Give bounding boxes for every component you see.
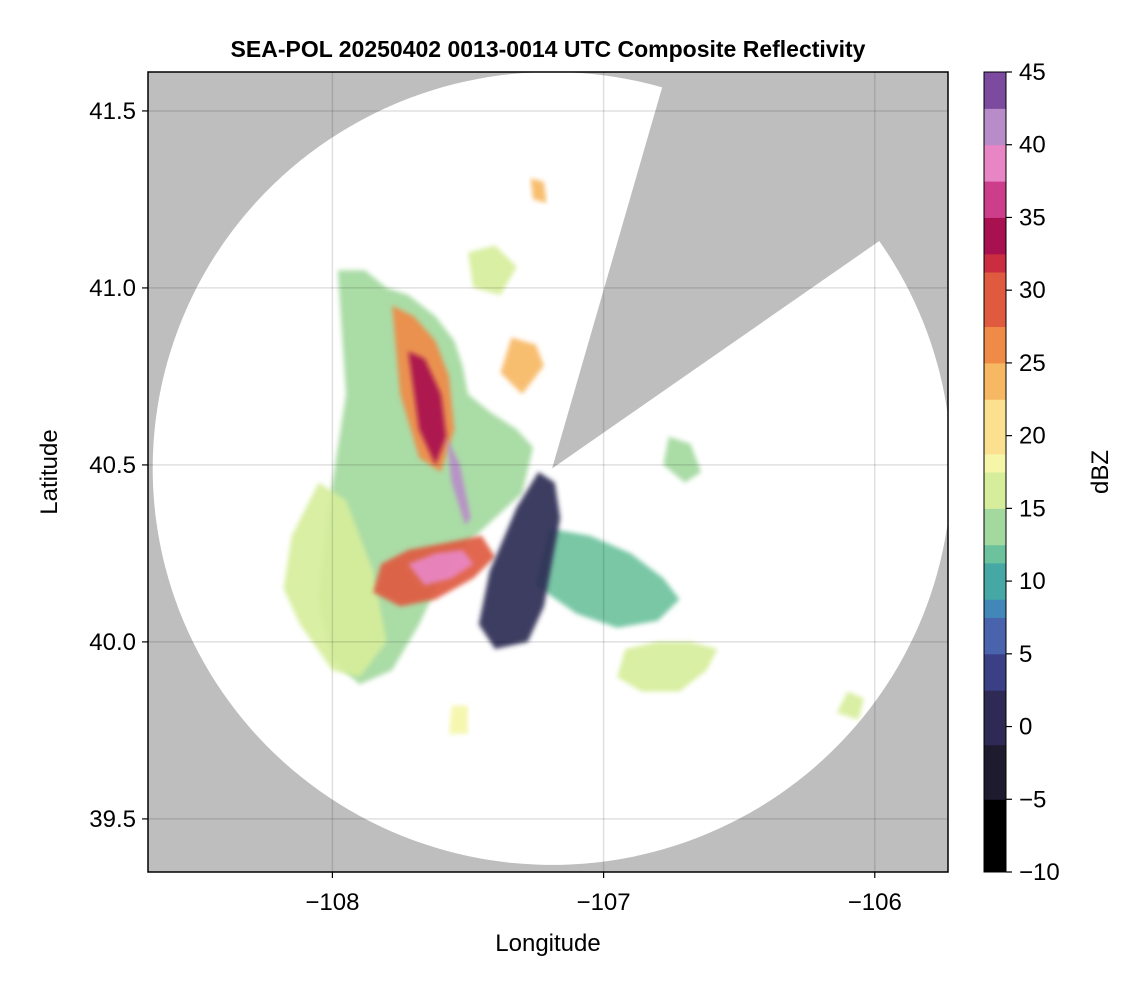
colorbar-tick-label: −10	[1019, 859, 1060, 886]
colorbar-segment	[984, 817, 1006, 837]
echo-far-southeast-cell	[836, 691, 864, 720]
colorbar-segment	[984, 635, 1006, 655]
colorbar-segment	[984, 381, 1006, 400]
colorbar-segment	[984, 653, 1006, 673]
colorbar-segment	[984, 399, 1006, 418]
echo-magenta-streak	[446, 436, 471, 526]
colorbar-tick-label: 40	[1019, 132, 1046, 159]
y-axis-ticks: 39.5 40.0 40.5 41.0 41.5	[89, 98, 148, 833]
colorbar-tick-label: 35	[1019, 204, 1046, 231]
y-tick-label: 41.0	[89, 275, 136, 302]
colorbar-label: dBZ	[1087, 450, 1114, 494]
colorbar-segment	[984, 162, 1006, 182]
colorbar-segment	[984, 599, 1006, 618]
echo-east-cell	[663, 436, 702, 483]
colorbar-segment	[984, 490, 1006, 509]
colorbar	[984, 72, 1006, 873]
colorbar-tick-label: 15	[1019, 495, 1046, 522]
colorbar-segment	[984, 72, 1006, 91]
colorbar-segment	[984, 344, 1006, 364]
colorbar-segment	[984, 672, 1006, 691]
echo-south-cell	[449, 705, 468, 734]
echo-west-lobe	[283, 482, 387, 678]
colorbar-segment	[984, 308, 1006, 328]
x-tick-label: −108	[305, 889, 359, 916]
echo-southeast-cluster	[617, 641, 718, 692]
colorbar-segment	[984, 126, 1006, 146]
echo-north-cell-3	[530, 178, 547, 203]
colorbar-segment	[984, 853, 1006, 873]
echo-southeast-sector	[535, 528, 680, 628]
colorbar-segment	[984, 362, 1006, 382]
colorbar-segment	[984, 290, 1006, 309]
colorbar-frame	[983, 71, 1007, 873]
colorbar-segment	[984, 799, 1006, 818]
colorbar-segment	[984, 199, 1006, 218]
colorbar-segment	[984, 435, 1006, 455]
y-tick-label: 40.0	[89, 629, 136, 656]
colorbar-segment	[984, 544, 1006, 564]
grid-lines	[148, 72, 948, 872]
colorbar-segment	[984, 726, 1006, 746]
x-axis-ticks: −108 −107 −106	[305, 872, 902, 916]
colorbar-segment	[984, 235, 1006, 255]
colorbar-segment	[984, 562, 1006, 582]
colorbar-segment	[984, 90, 1006, 109]
colorbar-segment	[984, 744, 1006, 764]
echo-north-cell-1	[500, 337, 544, 395]
colorbar-tick-label: 5	[1019, 641, 1032, 668]
colorbar-tick-label: 30	[1019, 277, 1046, 304]
y-axis-label: Latitude	[36, 429, 63, 514]
y-tick-label: 40.5	[89, 452, 136, 479]
x-tick-label: −106	[848, 889, 902, 916]
colorbar-segment	[984, 326, 1006, 346]
colorbar-segment	[984, 581, 1006, 600]
colorbar-segment	[984, 472, 1006, 491]
colorbar-segment	[984, 526, 1006, 546]
colorbar-segment	[984, 690, 1006, 709]
colorbar-tick-label: 0	[1019, 714, 1032, 741]
echo-low-ref-plume	[478, 472, 561, 649]
colorbar-segment	[984, 453, 1006, 473]
colorbar-tick-label: 20	[1019, 423, 1046, 450]
colorbar-segment	[984, 508, 1006, 528]
colorbar-segment	[984, 272, 1006, 291]
colorbar-tick-label: −5	[1019, 786, 1046, 813]
colorbar-ticks: −10 −5 0 5 10 15 20 25 30 35 40 45	[1006, 59, 1060, 886]
colorbar-segment	[984, 144, 1006, 164]
y-tick-label: 41.5	[89, 98, 136, 125]
plot-frame	[147, 71, 949, 873]
reflectivity-echo-layer	[283, 178, 864, 734]
colorbar-segment	[984, 835, 1006, 855]
colorbar-segment	[984, 181, 1006, 200]
colorbar-segment	[984, 253, 1006, 273]
echo-core-south-inner	[408, 549, 474, 586]
colorbar-tick-label: 10	[1019, 568, 1046, 595]
y-tick-label: 39.5	[89, 806, 136, 833]
colorbar-segment	[984, 781, 1006, 800]
colorbar-tick-label: 25	[1019, 350, 1046, 377]
x-axis-label: Longitude	[495, 930, 600, 957]
x-tick-label: −107	[577, 889, 631, 916]
colorbar-segment	[984, 417, 1006, 437]
echo-north-cell-2	[468, 245, 517, 295]
chart-title: SEA-POL 20250402 0013-0014 UTC Composite…	[231, 36, 866, 62]
colorbar-segment	[984, 762, 1006, 782]
colorbar-segment	[984, 108, 1006, 128]
colorbar-segment	[984, 617, 1006, 637]
colorbar-segment	[984, 217, 1006, 237]
colorbar-tick-label: 45	[1019, 59, 1046, 86]
colorbar-segment	[984, 708, 1006, 728]
echo-core-heavy	[408, 351, 447, 465]
